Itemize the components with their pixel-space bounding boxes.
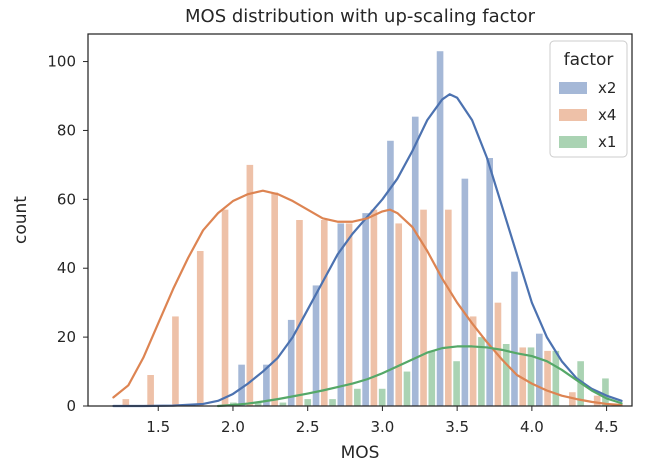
bar-x4-bin-19 <box>593 395 601 406</box>
y-tick-label: 20 <box>57 328 76 346</box>
y-tick-label: 0 <box>66 397 76 415</box>
y-tick-label: 40 <box>57 259 76 277</box>
bar-x4-bin-14 <box>469 316 477 406</box>
legend-box <box>549 40 628 158</box>
bar-x2-bin-9 <box>337 223 345 406</box>
x-tick-label: 3.0 <box>370 418 394 436</box>
x-tick-label: 2.0 <box>221 418 245 436</box>
chart-title: MOS distribution with up-scaling factor <box>185 6 536 27</box>
bar-x1-bin-8 <box>329 399 336 406</box>
bar-x1-bin-14 <box>478 337 485 406</box>
x-tick-label: 4.5 <box>595 418 619 436</box>
bar-x4-bin-9 <box>345 223 353 406</box>
bar-x4-bin-6 <box>271 192 278 406</box>
bar-x4-bin-7 <box>296 220 303 406</box>
plot-frame <box>87 33 633 407</box>
legend-swatch-x4 <box>559 109 587 121</box>
bar-x4-bin-5 <box>246 164 254 406</box>
y-tick-label: 80 <box>57 121 76 139</box>
x-axis-label: MOS <box>341 443 380 463</box>
bar-x2-bin-13 <box>436 51 444 406</box>
bar-x4-bin-17 <box>544 350 551 406</box>
bar-x1-bin-11 <box>403 371 411 406</box>
bar-x4-bin-16 <box>519 347 527 406</box>
bar-x4-bin-0 <box>122 399 130 406</box>
kde-lines-layer <box>112 93 623 408</box>
bar-x1-bin-19 <box>602 378 609 406</box>
bar-x1-bin-13 <box>453 361 460 406</box>
y-axis-label: count <box>11 196 31 244</box>
bar-x2-bin-5 <box>238 364 245 406</box>
bar-x2-bin-14 <box>461 178 469 406</box>
y-tick-label: 60 <box>57 190 76 208</box>
bar-x4-bin-12 <box>420 209 427 406</box>
bar-x2-bin-12 <box>411 116 419 407</box>
x-tick-label: 4.0 <box>520 418 544 436</box>
bar-x1-bin-17 <box>552 350 560 406</box>
bar-x4-bin-11 <box>395 223 403 406</box>
bar-x4-bin-3 <box>196 251 204 406</box>
legend-title: factor <box>564 50 614 70</box>
bar-x2-bin-6 <box>263 364 270 406</box>
legend: factor x2 x4 x1 <box>549 40 628 158</box>
legend-swatch-x2 <box>559 82 587 94</box>
bar-x4-bin-13 <box>445 209 452 406</box>
x-tick-label: 3.5 <box>445 418 469 436</box>
kde-line-x2 <box>112 93 623 408</box>
x-tick-label: 1.5 <box>146 418 170 436</box>
bar-x2-bin-10 <box>362 213 369 406</box>
legend-swatch-x1 <box>559 136 587 148</box>
bar-x1-bin-9 <box>354 388 361 406</box>
bar-x4-bin-4 <box>221 209 229 406</box>
y-axis-ticks: 0 20 40 60 80 100 <box>47 53 88 415</box>
legend-label-x4: x4 <box>598 106 616 124</box>
bar-x2-bin-8 <box>312 285 320 406</box>
bars-layer <box>122 51 609 407</box>
legend-items: x2 x4 x1 <box>559 79 616 151</box>
legend-label-x2: x2 <box>598 79 616 97</box>
y-tick-label: 100 <box>47 53 76 71</box>
bar-x2-bin-16 <box>511 271 518 406</box>
x-tick-label: 2.5 <box>296 418 320 436</box>
kde-line-x1 <box>216 345 623 408</box>
bar-x1-bin-12 <box>428 350 436 406</box>
bar-x2-bin-15 <box>486 158 493 406</box>
bar-x1-bin-5 <box>254 402 262 406</box>
bar-x1-bin-6 <box>279 402 287 406</box>
bar-x4-bin-2 <box>172 316 179 406</box>
bar-x1-bin-7 <box>304 399 312 406</box>
bar-x4-bin-1 <box>147 375 154 406</box>
kde-line-x4 <box>112 189 623 407</box>
bar-x1-bin-15 <box>502 344 510 406</box>
bar-x4-bin-10 <box>370 209 378 406</box>
bar-x2-bin-17 <box>535 333 543 406</box>
bar-x1-bin-16 <box>527 347 535 406</box>
bar-x1-bin-10 <box>378 388 386 406</box>
legend-label-x1: x1 <box>598 133 616 151</box>
bar-x2-bin-11 <box>387 140 394 406</box>
bar-x4-bin-8 <box>320 220 328 406</box>
bar-x2-bin-7 <box>287 319 295 406</box>
x-axis-ticks: 1.5 2.0 2.5 3.0 3.5 4.0 4.5 <box>146 406 619 436</box>
